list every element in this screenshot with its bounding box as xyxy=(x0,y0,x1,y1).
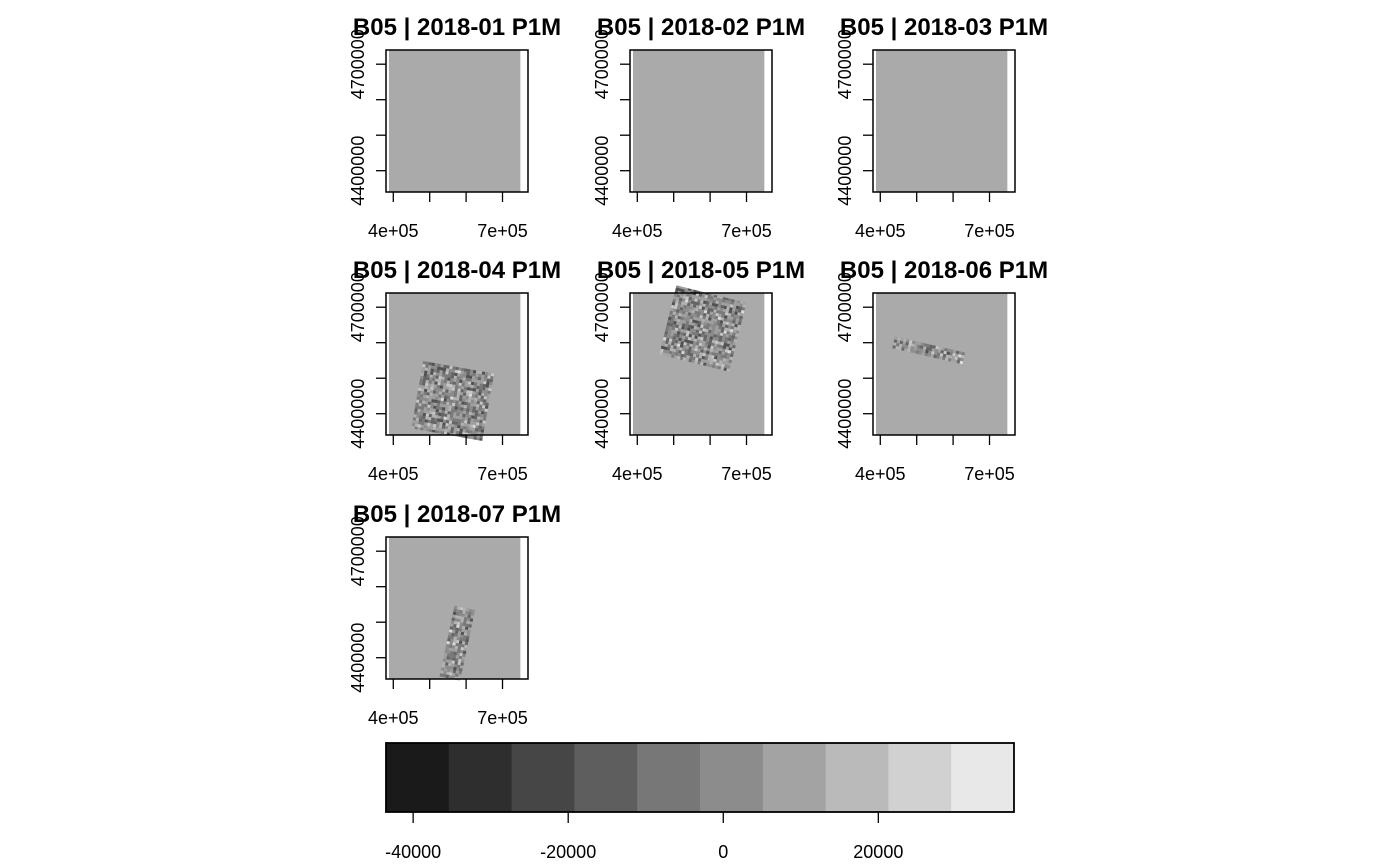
raster-background xyxy=(633,50,765,192)
x-tick-label: 4e+05 xyxy=(855,221,906,241)
x-tick-label: 7e+05 xyxy=(477,464,528,484)
y-tick-label: 4400000 xyxy=(348,623,368,693)
colorbar-swatch xyxy=(888,743,952,812)
raster-background xyxy=(389,50,521,192)
colorbar-tick-label: -40000 xyxy=(385,842,441,862)
y-tick-label: 4400000 xyxy=(835,136,855,206)
colorbar-swatch xyxy=(825,743,889,812)
x-tick-label: 7e+05 xyxy=(964,464,1015,484)
y-tick-label: 4700000 xyxy=(348,272,368,342)
colorbar-swatch xyxy=(951,743,1015,812)
y-tick-label: 4700000 xyxy=(835,272,855,342)
colorbar-swatch xyxy=(574,743,638,812)
raster-background xyxy=(876,50,1008,192)
x-tick-label: 4e+05 xyxy=(368,708,419,728)
x-tick-label: 4e+05 xyxy=(612,221,663,241)
x-tick-label: 4e+05 xyxy=(855,464,906,484)
panel-title: B05 | 2018-07 P1M xyxy=(353,501,561,528)
y-tick-label: 4400000 xyxy=(592,379,612,449)
y-tick-label: 4700000 xyxy=(592,29,612,99)
y-tick-label: 4400000 xyxy=(592,136,612,206)
x-tick-label: 4e+05 xyxy=(368,464,419,484)
panel-title: B05 | 2018-05 P1M xyxy=(597,257,805,284)
scene-footprint xyxy=(409,361,495,448)
panel-frame xyxy=(385,49,529,193)
y-tick-label: 4700000 xyxy=(348,29,368,99)
panel-title: B05 | 2018-03 P1M xyxy=(840,14,1048,41)
colorbar-tick-label: 20000 xyxy=(853,842,903,862)
x-tick-label: 7e+05 xyxy=(721,221,772,241)
panel-title: B05 | 2018-04 P1M xyxy=(353,257,561,284)
panel-title: B05 | 2018-01 P1M xyxy=(353,14,561,41)
y-tick-label: 4400000 xyxy=(348,379,368,449)
x-tick-label: 7e+05 xyxy=(964,221,1015,241)
colorbar-swatch xyxy=(762,743,827,812)
panel-frame xyxy=(385,292,529,436)
colorbar-frame xyxy=(385,742,1015,813)
colorbar-tick-label: -20000 xyxy=(540,842,596,862)
scene-footprint xyxy=(892,336,966,365)
y-tick-label: 4400000 xyxy=(348,136,368,206)
colorbar-swatch xyxy=(448,743,513,812)
colorbar-swatch xyxy=(511,743,575,812)
panel-frame xyxy=(872,292,1016,436)
y-tick-label: 4400000 xyxy=(835,379,855,449)
x-tick-label: 4e+05 xyxy=(368,221,419,241)
panel-frame xyxy=(629,292,773,436)
colorbar-tick-label: 0 xyxy=(718,842,728,862)
legend: -40000 -20000 0 20000 xyxy=(385,742,1015,862)
x-tick-label: 4e+05 xyxy=(612,464,663,484)
colorbar-swatch xyxy=(637,743,701,812)
y-tick-label: 4700000 xyxy=(348,516,368,586)
panel-title: B05 | 2018-02 P1M xyxy=(597,14,805,41)
y-tick-label: 4700000 xyxy=(835,29,855,99)
x-tick-label: 7e+05 xyxy=(721,464,772,484)
panel-frame xyxy=(629,49,773,193)
colorbar-swatch xyxy=(386,743,450,812)
y-tick-label: 4700000 xyxy=(592,272,612,342)
x-tick-label: 7e+05 xyxy=(477,221,528,241)
raster-background xyxy=(876,293,1008,435)
x-tick-label: 7e+05 xyxy=(477,708,528,728)
colorbar-swatch xyxy=(700,743,764,812)
panel-title: B05 | 2018-06 P1M xyxy=(840,257,1048,284)
scene-footprint xyxy=(659,284,747,372)
panel-frame xyxy=(872,49,1016,193)
panel-frame xyxy=(385,536,529,680)
